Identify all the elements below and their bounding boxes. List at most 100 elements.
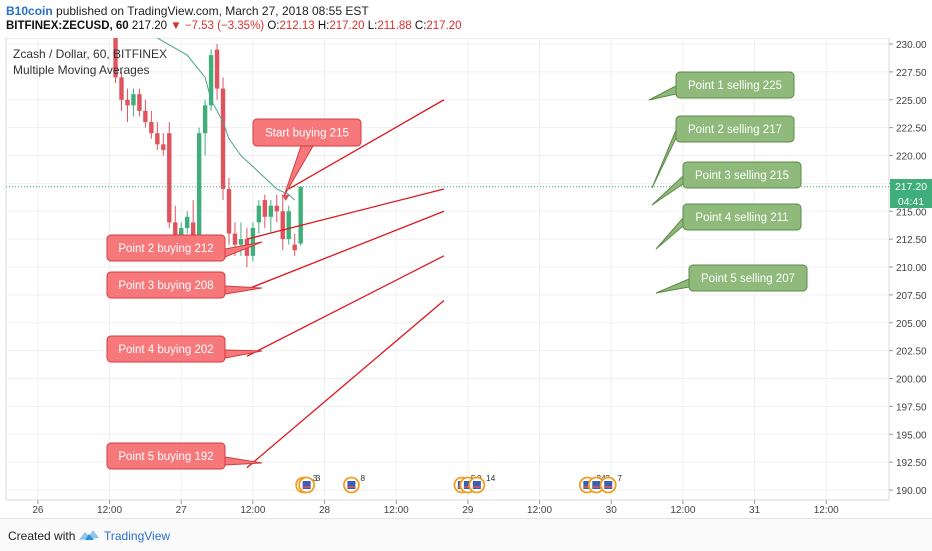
event-count: 7 [617, 473, 622, 483]
event-markers: 33850143437 [295, 473, 622, 494]
publish-header: B10coin published on TradingView.com, Ma… [6, 4, 369, 18]
trend-line [246, 255, 445, 357]
created-with-label: Created with [8, 529, 76, 543]
trend-line [288, 99, 445, 190]
legend-indicator: Multiple Moving Averages [13, 63, 150, 77]
candle-body [196, 133, 202, 240]
low-value: 211.88 [377, 20, 412, 32]
callout-label: Point 2 selling 217 [688, 124, 782, 136]
sell-callout: Point 2 selling 217 [651, 115, 795, 189]
x-tick-label: 12:00 [240, 505, 265, 516]
candle-body [208, 55, 214, 106]
trend-lines [246, 99, 445, 469]
y-tick-label: 197.50 [896, 402, 927, 413]
candle-body [232, 233, 238, 245]
candle-body [280, 211, 285, 240]
callout-label: Point 4 selling 211 [695, 212, 788, 224]
event-count: 8 [360, 473, 365, 483]
x-tick-label: 12:00 [384, 505, 409, 516]
callout-box [252, 118, 362, 147]
x-tick-label: 27 [176, 505, 188, 516]
close-value: 217.20 [426, 20, 462, 32]
x-tick-label: 29 [462, 505, 474, 516]
callout-label: Point 5 selling 207 [701, 273, 795, 285]
candle-body [143, 110, 148, 123]
buy-callout: Point 5 buying 192 [106, 442, 263, 470]
candle-body [155, 133, 160, 145]
callout-box [106, 234, 226, 262]
callout-box [106, 442, 226, 470]
event-flag-canton [472, 481, 481, 489]
callout-box [675, 71, 795, 99]
event-count: 34 [596, 473, 606, 483]
candle-body [149, 122, 154, 134]
trend-line [246, 210, 445, 290]
x-tick-label: 30 [606, 505, 618, 516]
event-flag-canton [302, 481, 311, 489]
legend-title: Zcash / Dollar, 60, BITFINEX [13, 47, 167, 61]
y-axis: 190.00 192.50 195.00 197.50 200.00 202.50 205.… [889, 40, 927, 497]
callout-box [106, 271, 226, 299]
y-tick-label: 222.50 [896, 124, 927, 135]
trend-line [246, 299, 445, 469]
candle-body [220, 88, 226, 189]
callout-box [682, 161, 802, 189]
candle-body [274, 205, 279, 212]
callout-box [688, 264, 808, 292]
y-tick-label: 215.00 [896, 207, 927, 218]
y-tick-label: 190.00 [896, 486, 927, 497]
event-flag-canton [463, 481, 472, 489]
callouts: Point 1 selling 225 Point 2 selling 217 Po… [106, 71, 808, 470]
candle-body [202, 105, 208, 134]
x-tick-label: 26 [32, 505, 44, 516]
sell-callout: Point 5 selling 207 [655, 264, 808, 294]
y-tick-label: 212.50 [896, 235, 927, 246]
callout-label: Point 3 selling 215 [695, 170, 789, 182]
candle-body [238, 239, 244, 245]
callout-label: Point 3 buying 208 [118, 280, 213, 292]
y-tick-label: 200.00 [896, 375, 927, 386]
candle-body [292, 244, 297, 251]
y-tick-label: 225.00 [896, 96, 927, 107]
last-price: 217.20 [131, 20, 168, 32]
candle-body [286, 211, 291, 240]
event-count: 3 [313, 473, 318, 483]
callout-label: Point 5 buying 192 [118, 451, 213, 463]
candle-body [131, 94, 136, 106]
candle-body [137, 94, 142, 111]
buy-callout: Point 3 buying 208 [106, 271, 263, 299]
footer: Created with TradingView [0, 518, 932, 551]
candles [113, 38, 303, 267]
price-tag-countdown: 04:41 [898, 196, 924, 208]
callout-box [106, 335, 226, 363]
sell-callout: Point 3 selling 215 [651, 161, 802, 206]
tradingview-link[interactable]: TradingView [104, 529, 171, 543]
candle-body [268, 205, 274, 217]
buy-callout: Point 4 buying 202 [106, 335, 263, 363]
candle-body [214, 49, 220, 89]
x-tick-label: 12:00 [97, 505, 122, 516]
y-tick-label: 205.00 [896, 319, 927, 330]
buy-callout: Point 2 buying 212 [106, 234, 263, 262]
y-tick-label: 202.50 [896, 347, 927, 358]
x-tick-label: 12:00 [814, 505, 839, 516]
candle-body [113, 38, 118, 78]
y-tick-label: 192.50 [896, 458, 927, 469]
event-flag-canton [604, 481, 613, 489]
event-count: 3 [316, 473, 321, 483]
x-tick-label: 31 [749, 505, 761, 516]
callout-label: Point 4 buying 202 [118, 344, 213, 356]
y-tick-label: 227.50 [896, 68, 927, 79]
event-flag-canton [347, 481, 356, 489]
x-tick-label: 12:00 [527, 505, 552, 516]
price-chart[interactable]: 190.00 192.50 195.00 197.50 200.00 202.50 205.… [0, 38, 932, 518]
x-axis: 26 12:00 27 12:00 28 12:00 29 12:00 30 12:00 31 12:… [32, 500, 839, 516]
y-tick-label: 220.00 [896, 152, 927, 163]
sell-callout: Point 4 selling 211 [655, 203, 802, 250]
trend-line [246, 188, 445, 240]
author-link[interactable]: B10coin [6, 4, 53, 18]
candle-body [125, 99, 130, 106]
event-flag-canton [583, 481, 592, 489]
candle-body [161, 144, 166, 150]
callout-box [675, 115, 795, 143]
